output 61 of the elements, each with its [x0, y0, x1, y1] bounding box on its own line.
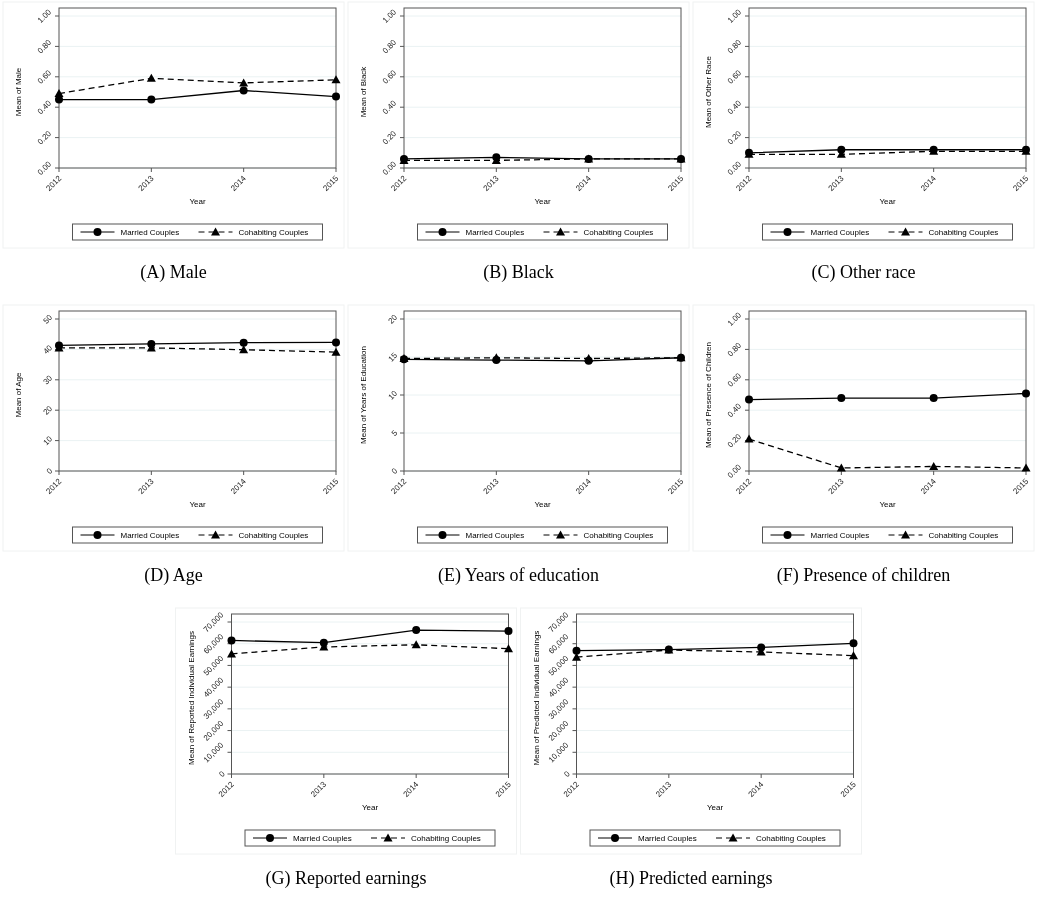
legend-label: Cohabiting Couples [756, 833, 826, 843]
y-tick-label: 5 [389, 428, 400, 438]
text: (E) Years of education [438, 565, 599, 586]
y-tick-label: 10 [41, 434, 55, 448]
y-tick-label: 50 [41, 312, 55, 326]
legend-label: Married Couples [810, 227, 870, 237]
text: (H) Predicted earnings [609, 868, 773, 889]
legend-label: Cohabiting Couples [928, 530, 999, 540]
y-tick-label: 0 [389, 466, 400, 476]
y-tick-label: 0 [562, 769, 573, 779]
x-axis-title: Year [361, 803, 379, 812]
legend-label: Cohabiting Couples [411, 833, 481, 843]
legend-label: Cohabiting Couples [238, 227, 309, 237]
legend-label: Married Couples [120, 530, 180, 540]
y-tick-label: 40 [41, 342, 55, 356]
y-tick-label: 0.80 [725, 37, 744, 56]
x-axis-title: Year [534, 500, 551, 509]
y-axis-title: Mean of Years of Education [359, 346, 368, 444]
legend-label: Married Couples [120, 227, 180, 237]
y-tick-label: 20 [41, 403, 55, 417]
legend-label: Cohabiting Couples [583, 227, 654, 237]
legend-label: Married Couples [810, 530, 870, 540]
x-axis-title: Year [189, 500, 206, 509]
y-tick-label: 0.20 [380, 128, 399, 147]
y-axis-title: Mean of Black [359, 65, 368, 118]
text: (B) Black [483, 262, 554, 283]
y-tick-label: 0 [44, 466, 55, 476]
legend-label: Married Couples [465, 530, 525, 540]
y-tick-label: 0.80 [725, 340, 744, 359]
y-axis-title: Mean of Male [14, 67, 23, 117]
x-axis-title: Year [189, 197, 206, 206]
y-axis-title: Mean of Predicted Individual Earnings [531, 630, 541, 766]
y-tick-label: 0 [217, 769, 228, 779]
text: (C) Other race [811, 262, 916, 283]
y-tick-label: 15 [386, 350, 400, 364]
y-tick-label: 0.20 [725, 128, 744, 147]
legend-label: Married Couples [465, 227, 525, 237]
x-axis-title: Year [534, 197, 551, 206]
legend-label: Married Couples [638, 833, 697, 843]
y-tick-label: 30 [41, 373, 55, 387]
x-axis-title: Year [706, 803, 724, 812]
y-tick-label: 0.80 [35, 37, 54, 56]
legend-label: Cohabiting Couples [238, 530, 309, 540]
y-axis-title: Mean of Age [14, 371, 23, 418]
y-tick-label: 0.20 [725, 431, 744, 450]
text: (F) Presence of children [776, 565, 951, 586]
text: (A) Male [140, 262, 207, 283]
text: (D) Age [144, 565, 203, 586]
text: (G) Reported earnings [265, 868, 427, 889]
y-axis-title: Mean of Presence of Children [704, 342, 713, 448]
legend-label: Married Couples [293, 833, 352, 843]
legend-label: Cohabiting Couples [583, 530, 654, 540]
x-axis-title: Year [879, 197, 896, 206]
legend-label: Cohabiting Couples [928, 227, 999, 237]
y-tick-label: 10 [386, 388, 400, 402]
y-axis-title: Mean of Other Race [704, 55, 713, 129]
y-tick-label: 0.80 [380, 37, 399, 56]
y-axis-title: Mean of Reported Individual Earnings [186, 631, 196, 765]
y-tick-label: 0.20 [35, 128, 54, 147]
y-tick-label: 20 [386, 312, 400, 326]
x-axis-title: Year [879, 500, 896, 509]
